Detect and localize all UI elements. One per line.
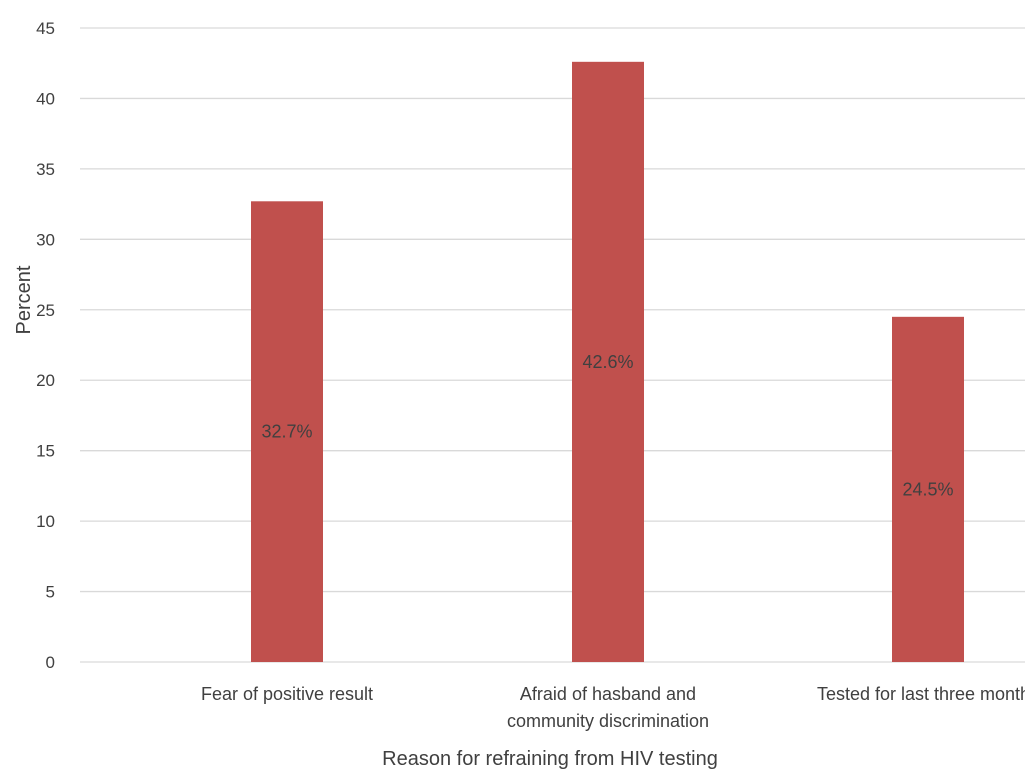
- bars: [251, 61, 964, 662]
- y-axis-title: Percent: [13, 265, 35, 334]
- y-tick-label: 25: [36, 301, 55, 320]
- data-label: 32.7%: [261, 422, 312, 442]
- y-tick-label: 15: [36, 442, 55, 461]
- bar: [251, 201, 323, 662]
- y-tick-label: 0: [46, 653, 55, 672]
- data-label: 24.5%: [902, 479, 953, 499]
- x-tick-label: community discrimination: [507, 711, 709, 731]
- bar: [892, 316, 964, 662]
- y-axis-ticks: 0 5 10 15 20 25 30 35 40 45: [36, 19, 55, 672]
- gridlines: [80, 27, 1025, 663]
- y-tick-label: 45: [36, 19, 55, 38]
- y-tick-label: 40: [36, 89, 55, 108]
- y-tick-label: 35: [36, 160, 55, 179]
- y-tick-label: 30: [36, 230, 55, 249]
- x-tick-label: Afraid of hasband and: [520, 684, 696, 704]
- x-axis-title: Reason for refraining from HIV testing: [382, 748, 718, 770]
- y-tick-label: 5: [46, 583, 55, 602]
- bar: [572, 61, 644, 662]
- data-labels: 32.7% 42.6% 24.5%: [261, 352, 953, 500]
- data-label: 42.6%: [582, 352, 633, 372]
- y-tick-label: 10: [36, 512, 55, 531]
- y-tick-label: 20: [36, 371, 55, 390]
- x-tick-label: Tested for last three months: [817, 684, 1025, 704]
- x-axis-categories: Fear of positive result Afraid of hasband…: [201, 684, 1025, 731]
- x-tick-label: Fear of positive result: [201, 684, 373, 704]
